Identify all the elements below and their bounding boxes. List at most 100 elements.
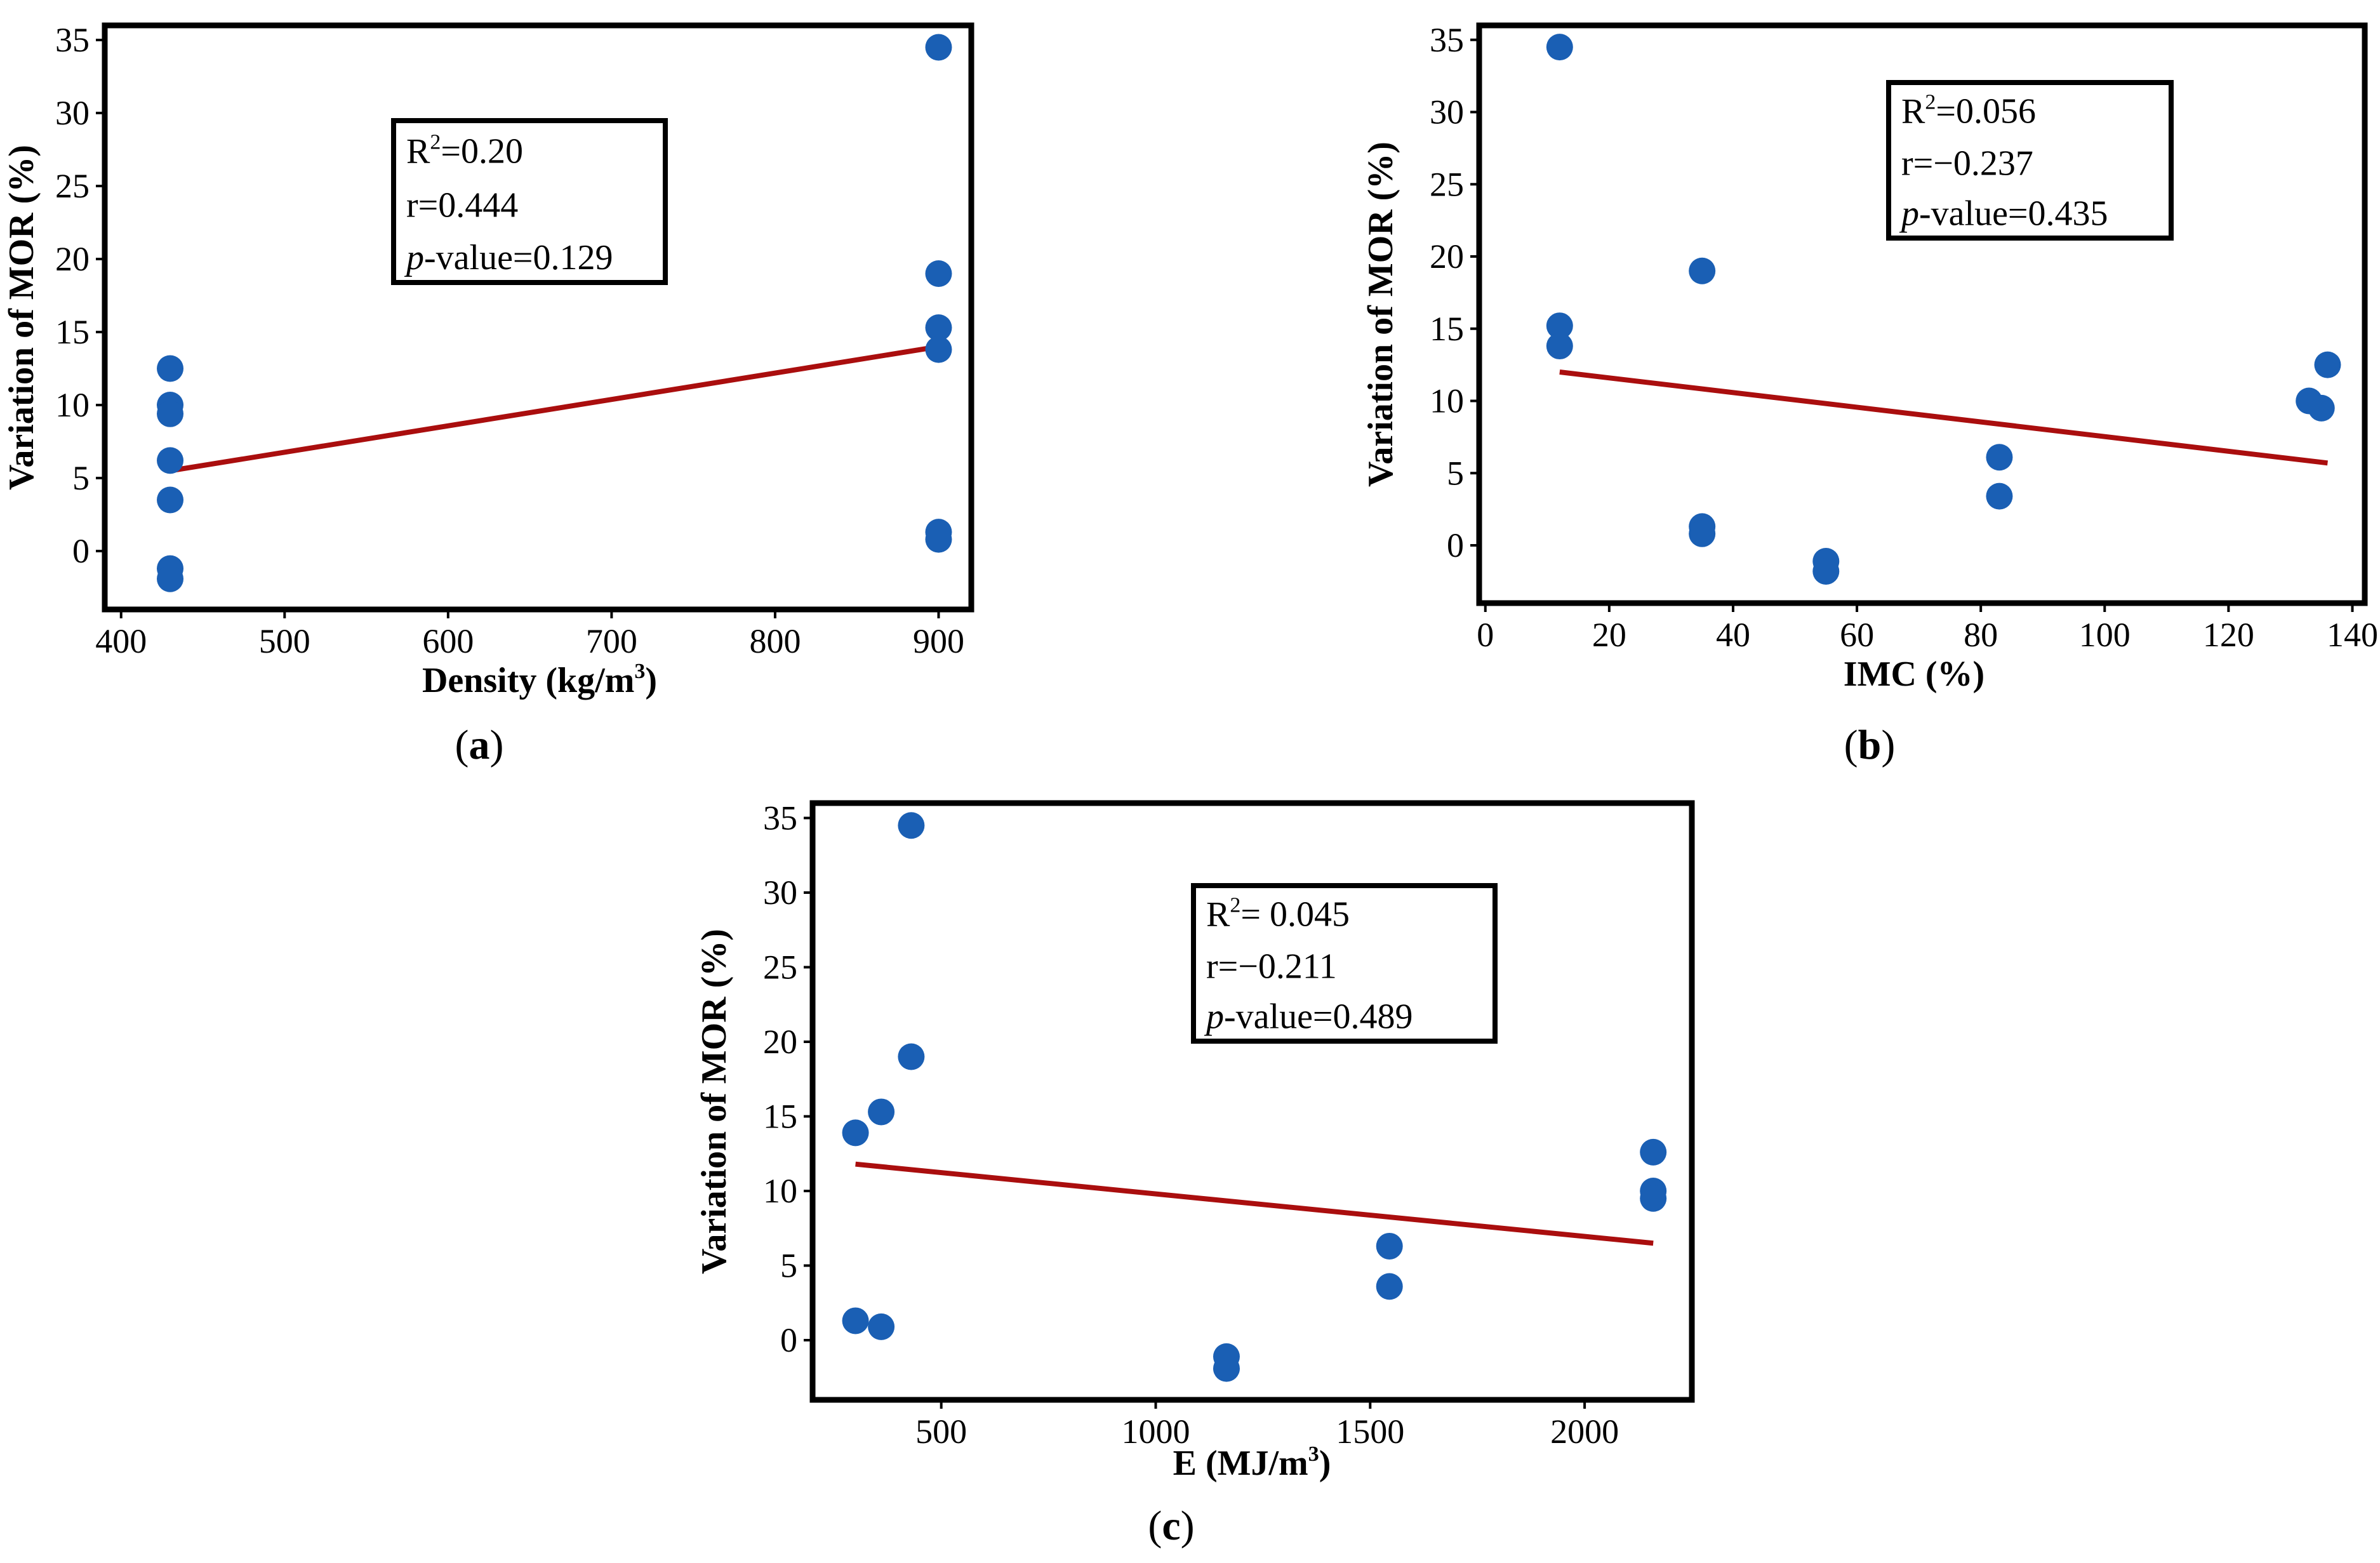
panel-label: (b) [1844, 722, 1896, 768]
r-squared-text: R2= 0.045 [1206, 894, 1350, 934]
y-tick-label: 30 [763, 874, 797, 912]
data-point [925, 34, 952, 61]
data-point [898, 1043, 925, 1070]
p-italic: p [1899, 194, 1919, 234]
x-axis-label: Density (kg/m3) [422, 660, 657, 700]
y-tick-label: 5 [780, 1247, 797, 1285]
x-tick-label: 100 [2079, 616, 2131, 654]
panel-label-open: ( [455, 722, 469, 768]
p-value: -value=0.435 [1919, 194, 2108, 234]
y-axis-label: Variation of MOR (%) [2, 145, 41, 490]
panel-label: (a) [455, 722, 504, 768]
x-tick-label: 400 [95, 622, 147, 660]
x-axis-label: E (MJ/m3) [1173, 1442, 1331, 1483]
panel-label-close: ) [490, 722, 504, 768]
regression-line [170, 344, 940, 474]
stats-box [391, 118, 668, 285]
data-point [2308, 394, 2335, 422]
x-tick-label: 500 [259, 622, 310, 660]
y-tick-label: 20 [55, 240, 90, 278]
data-point [1213, 1355, 1240, 1382]
y-tick-label: 35 [763, 799, 797, 837]
y-tick-label: 25 [763, 948, 797, 987]
x-axis-label: IMC (%) [1844, 655, 1984, 694]
r-text: r=−0.237 [1901, 143, 2033, 183]
y-tick-label: 10 [55, 386, 90, 424]
data-point [157, 400, 184, 427]
data-point [2314, 351, 2341, 378]
y-tick-label: 35 [55, 21, 90, 59]
p-value-text: p-value=0.489 [1204, 997, 1413, 1037]
regression-line [855, 1161, 1654, 1246]
r-squared-text: R2=0.20 [406, 130, 523, 171]
r-squared-sup: 2 [1230, 894, 1240, 917]
panel-label-open: ( [1844, 722, 1858, 768]
y-tick-label: 0 [72, 532, 90, 570]
regression-line [1559, 369, 2328, 466]
data-point [1986, 482, 2013, 510]
data-point [157, 486, 184, 514]
x-tick-label: 0 [1477, 616, 1494, 654]
plot-frame [102, 22, 974, 613]
y-axis-label: Variation of MOR (%) [1361, 142, 1400, 487]
x-tick-label: 500 [915, 1413, 967, 1451]
r-squared-value: = 0.045 [1240, 895, 1350, 934]
data-point [1640, 1185, 1667, 1212]
data-point [1689, 257, 1716, 284]
stats-box [1886, 80, 2174, 241]
data-point [925, 526, 952, 553]
y-tick-label: 15 [1430, 310, 1464, 348]
data-point [842, 1307, 869, 1334]
data-point [1546, 333, 1573, 360]
data-point [925, 314, 952, 342]
r-squared-sup: 2 [430, 130, 441, 154]
data-point [157, 447, 184, 474]
p-value: -value=0.129 [424, 238, 613, 277]
x-tick-label: 2000 [1550, 1413, 1619, 1451]
r-squared-text: R2=0.056 [1901, 91, 2036, 131]
y-tick-label: 25 [55, 167, 90, 205]
panel-label-letter: a [469, 722, 490, 768]
plot-frame [809, 800, 1695, 1403]
data-point [157, 565, 184, 592]
x-tick-label: 800 [749, 622, 801, 660]
x-tick-label: 1500 [1336, 1413, 1404, 1451]
y-tick-label: 0 [1447, 526, 1464, 564]
data-point [1640, 1138, 1667, 1166]
y-tick-label: 20 [763, 1023, 797, 1061]
y-tick-label: 10 [763, 1172, 797, 1210]
x-axis-label-end: ) [1319, 1444, 1331, 1483]
data-point [1689, 520, 1716, 547]
panel-label-letter: c [1162, 1503, 1180, 1549]
p-value-text: p-value=0.129 [404, 238, 613, 277]
panel-label: (c) [1148, 1503, 1194, 1549]
y-axis-label: Variation of MOR (%) [695, 929, 734, 1274]
panel-b: 0 5 10 15 20 25 30 35 0 20 40 60 80 100 120 140 R2=0.056… [1361, 21, 2378, 768]
y-tick-label: 35 [1430, 21, 1464, 59]
y-tick-label: 5 [72, 459, 90, 497]
x-axis-label-sup: 3 [634, 660, 645, 683]
data-point [157, 355, 184, 382]
data-point [1546, 34, 1573, 61]
r-squared-value: =0.20 [441, 131, 523, 171]
data-point [842, 1119, 869, 1147]
x-tick-label: 120 [2203, 616, 2254, 654]
p-italic: p [404, 238, 424, 277]
y-tick-label: 0 [780, 1321, 797, 1359]
y-tick-label: 5 [1447, 454, 1464, 492]
x-tick-label: 140 [2327, 616, 2378, 654]
x-tick-label: 900 [913, 622, 964, 660]
y-tick-label: 20 [1430, 237, 1464, 276]
y-tick-label: 30 [55, 94, 90, 132]
x-tick-label: 80 [1964, 616, 1998, 654]
x-tick-label: 600 [422, 622, 474, 660]
data-point [925, 336, 952, 363]
panel-label-letter: b [1858, 722, 1882, 768]
data-point [1376, 1232, 1403, 1260]
p-value-text: p-value=0.435 [1899, 194, 2108, 234]
p-value: -value=0.489 [1224, 997, 1413, 1037]
data-point [868, 1313, 895, 1340]
panel-a: 0 5 10 15 20 25 30 35 400 500 600 700 800 900 R2=0.20 r… [2, 21, 974, 768]
data-point [1812, 557, 1840, 585]
